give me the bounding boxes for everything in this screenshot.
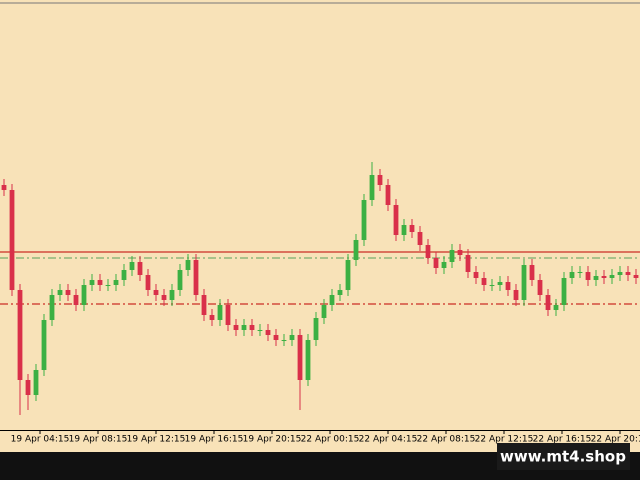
candle-body: [273, 335, 279, 340]
x-tick-label: 19 Apr 20:15: [243, 435, 302, 445]
candle-body: [441, 262, 447, 268]
candle-body: [593, 276, 599, 280]
x-tick-label: 19 Apr 16:15: [185, 435, 244, 445]
candle-body: [361, 200, 367, 240]
candle-body: [601, 276, 607, 278]
candle-body: [129, 262, 135, 270]
candle-body: [633, 275, 639, 278]
candle-body: [137, 262, 143, 275]
candle-body: [193, 260, 199, 295]
candle-body: [121, 270, 127, 280]
x-tick-label: 22 Apr 12:15: [475, 435, 534, 445]
candle-body: [481, 278, 487, 285]
x-tick-label: 22 Apr 16:15: [533, 435, 592, 445]
candle-body: [145, 275, 151, 290]
candle-body: [249, 325, 255, 330]
candle-body: [225, 305, 231, 325]
candle-body: [57, 290, 63, 295]
candle-body: [409, 225, 415, 232]
candle-body: [433, 258, 439, 268]
candle-body: [369, 175, 375, 200]
x-tick-label: 22 Apr 20:15: [591, 435, 640, 445]
candle-body: [545, 295, 551, 310]
candle-body: [1, 185, 7, 190]
candle-body: [177, 270, 183, 290]
candle-body: [609, 275, 615, 278]
candle-body: [305, 340, 311, 380]
candle-body: [97, 280, 103, 285]
candle-body: [377, 175, 383, 185]
candle-body: [281, 340, 287, 341]
candle-body: [81, 285, 87, 305]
candle-body: [113, 280, 119, 285]
x-tick-label: 19 Apr 08:15: [69, 435, 128, 445]
candle-body: [497, 282, 503, 285]
candle-body: [561, 278, 567, 305]
candle-body: [345, 260, 351, 290]
candle-body: [9, 190, 15, 290]
candle-body: [217, 305, 223, 320]
candle-body: [577, 272, 583, 273]
candle-body: [521, 265, 527, 300]
candle-body: [449, 250, 455, 262]
candle-body: [201, 295, 207, 315]
candle-body: [25, 380, 31, 395]
candle-body: [41, 320, 47, 370]
watermark-box: [497, 443, 630, 470]
candle-body: [513, 290, 519, 300]
candle-body: [209, 315, 215, 320]
candle-body: [233, 325, 239, 330]
candle-body: [505, 282, 511, 290]
candle-body: [73, 295, 79, 305]
candle-body: [353, 240, 359, 260]
x-tick-label: 22 Apr 04:15: [359, 435, 418, 445]
candle-body: [385, 185, 391, 205]
candle-body: [425, 245, 431, 258]
candle-body: [457, 250, 463, 255]
candle-body: [617, 272, 623, 275]
x-tick-label: 19 Apr 12:15: [127, 435, 186, 445]
candle-body: [329, 295, 335, 305]
x-tick-label: 22 Apr 00:15: [301, 435, 360, 445]
candle-body: [49, 295, 55, 320]
candle-body: [489, 285, 495, 286]
x-tick-label: 19 Apr 04:15: [11, 435, 70, 445]
watermark: www.mt4.shop: [500, 448, 626, 466]
candle-body: [89, 280, 95, 285]
candle-body: [537, 280, 543, 295]
candle-body: [257, 330, 263, 331]
candle-body: [393, 205, 399, 235]
candle-body: [265, 330, 271, 335]
candle-body: [625, 272, 631, 275]
candle-body: [585, 272, 591, 280]
candle-body: [553, 305, 559, 310]
candle-body: [185, 260, 191, 270]
candle-body: [289, 335, 295, 340]
candle-body: [33, 370, 39, 395]
x-tick-label: 22 Apr 08:15: [417, 435, 476, 445]
candle-body: [417, 232, 423, 245]
candle-body: [65, 290, 71, 295]
candle-body: [169, 290, 175, 300]
candle-body: [297, 335, 303, 380]
plot-background: [0, 0, 640, 452]
candle-body: [161, 295, 167, 300]
candle-body: [473, 272, 479, 278]
candle-body: [465, 255, 471, 272]
candle-body: [105, 285, 111, 286]
candle-body: [401, 225, 407, 235]
candle-body: [569, 272, 575, 278]
candle-body: [313, 318, 319, 340]
candle-body: [321, 305, 327, 318]
candle-body: [337, 290, 343, 295]
candle-body: [529, 265, 535, 280]
candle-body: [241, 325, 247, 330]
candle-body: [17, 290, 23, 380]
candle-body: [153, 290, 159, 295]
